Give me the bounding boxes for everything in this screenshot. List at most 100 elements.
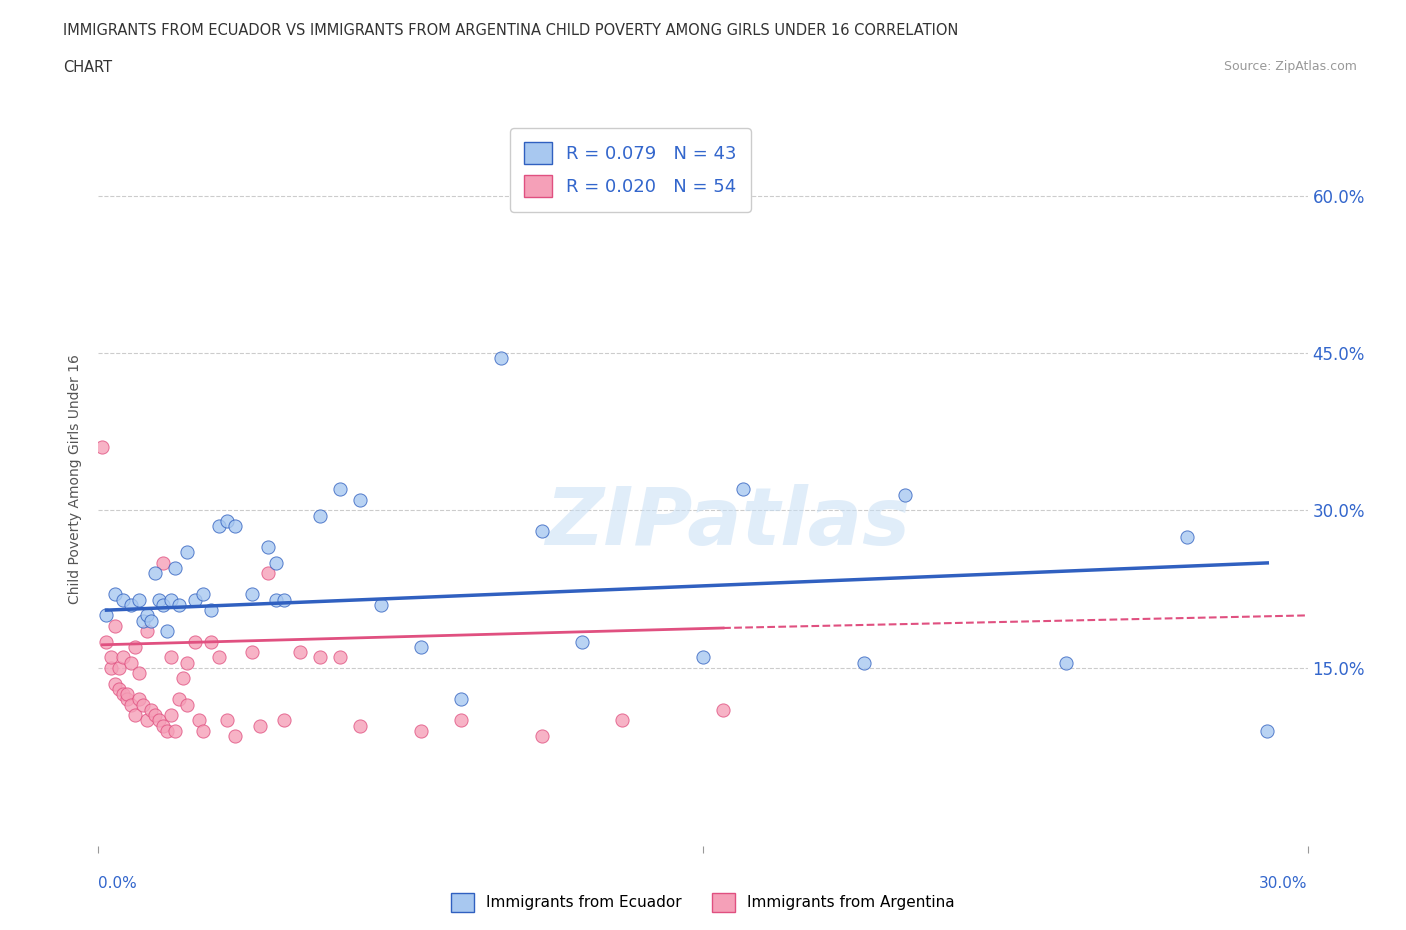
Y-axis label: Child Poverty Among Girls Under 16: Child Poverty Among Girls Under 16 xyxy=(69,354,83,604)
Point xyxy=(96,634,118,649)
Point xyxy=(96,608,118,623)
Point xyxy=(184,592,207,607)
Point xyxy=(217,713,239,728)
Point xyxy=(100,650,122,665)
Point xyxy=(1175,529,1198,544)
Legend: R = 0.079   N = 43, R = 0.020   N = 54: R = 0.079 N = 43, R = 0.020 N = 54 xyxy=(510,128,751,212)
Point xyxy=(115,686,138,701)
Point xyxy=(115,692,138,707)
Point xyxy=(111,650,134,665)
Point xyxy=(224,729,246,744)
Point xyxy=(103,676,125,691)
Point xyxy=(107,660,129,675)
Point xyxy=(200,634,222,649)
Point xyxy=(309,509,332,524)
Point xyxy=(167,692,190,707)
Point xyxy=(148,713,170,728)
Point xyxy=(128,592,150,607)
Point xyxy=(160,592,183,607)
Point xyxy=(1256,724,1278,738)
Point xyxy=(135,608,157,623)
Point xyxy=(450,713,472,728)
Point xyxy=(160,650,183,665)
Point xyxy=(156,724,179,738)
Point xyxy=(135,713,157,728)
Point xyxy=(530,729,553,744)
Point xyxy=(152,555,174,570)
Point xyxy=(256,566,278,581)
Point xyxy=(163,561,186,576)
Point xyxy=(193,724,215,738)
Point xyxy=(91,440,114,455)
Point xyxy=(329,650,352,665)
Point xyxy=(120,656,142,671)
Text: IMMIGRANTS FROM ECUADOR VS IMMIGRANTS FROM ARGENTINA CHILD POVERTY AMONG GIRLS U: IMMIGRANTS FROM ECUADOR VS IMMIGRANTS FR… xyxy=(63,23,959,38)
Point xyxy=(139,702,162,717)
Point xyxy=(240,587,263,602)
Point xyxy=(208,519,231,534)
Point xyxy=(264,592,287,607)
Point xyxy=(240,644,263,659)
Point xyxy=(176,656,198,671)
Point xyxy=(128,692,150,707)
Point xyxy=(156,624,179,639)
Point xyxy=(329,482,352,497)
Point xyxy=(124,708,146,723)
Point xyxy=(264,555,287,570)
Point xyxy=(450,692,472,707)
Point xyxy=(692,650,714,665)
Point xyxy=(349,493,371,508)
Point xyxy=(107,682,129,697)
Point xyxy=(184,634,207,649)
Point xyxy=(571,634,593,649)
Point xyxy=(176,698,198,712)
Legend: Immigrants from Ecuador, Immigrants from Argentina: Immigrants from Ecuador, Immigrants from… xyxy=(444,887,962,918)
Point xyxy=(160,708,183,723)
Point xyxy=(143,708,166,723)
Point xyxy=(143,566,166,581)
Point xyxy=(711,702,734,717)
Point xyxy=(249,718,271,733)
Point xyxy=(132,698,155,712)
Point xyxy=(152,718,174,733)
Point xyxy=(409,640,432,655)
Point xyxy=(273,713,295,728)
Point xyxy=(188,713,211,728)
Text: 0.0%: 0.0% xyxy=(98,876,138,891)
Text: Source: ZipAtlas.com: Source: ZipAtlas.com xyxy=(1223,60,1357,73)
Point xyxy=(120,597,142,612)
Point xyxy=(128,666,150,681)
Point xyxy=(530,524,553,538)
Point xyxy=(217,513,239,528)
Point xyxy=(200,603,222,618)
Point xyxy=(853,656,876,671)
Point xyxy=(612,713,634,728)
Point xyxy=(111,592,134,607)
Text: ZIPatlas: ZIPatlas xyxy=(544,484,910,562)
Point xyxy=(893,487,915,502)
Point xyxy=(100,660,122,675)
Point xyxy=(288,644,311,659)
Point xyxy=(409,724,432,738)
Point xyxy=(273,592,295,607)
Point xyxy=(176,545,198,560)
Point xyxy=(103,587,125,602)
Point xyxy=(132,613,155,628)
Point xyxy=(208,650,231,665)
Point xyxy=(1054,656,1077,671)
Point xyxy=(193,587,215,602)
Point xyxy=(370,597,392,612)
Point xyxy=(167,597,190,612)
Point xyxy=(733,482,755,497)
Text: CHART: CHART xyxy=(63,60,112,75)
Point xyxy=(135,624,157,639)
Point xyxy=(124,640,146,655)
Point xyxy=(256,539,278,554)
Point xyxy=(172,671,194,685)
Point xyxy=(152,597,174,612)
Point xyxy=(111,686,134,701)
Text: 30.0%: 30.0% xyxy=(1260,876,1308,891)
Point xyxy=(139,613,162,628)
Point xyxy=(491,351,513,365)
Point xyxy=(120,698,142,712)
